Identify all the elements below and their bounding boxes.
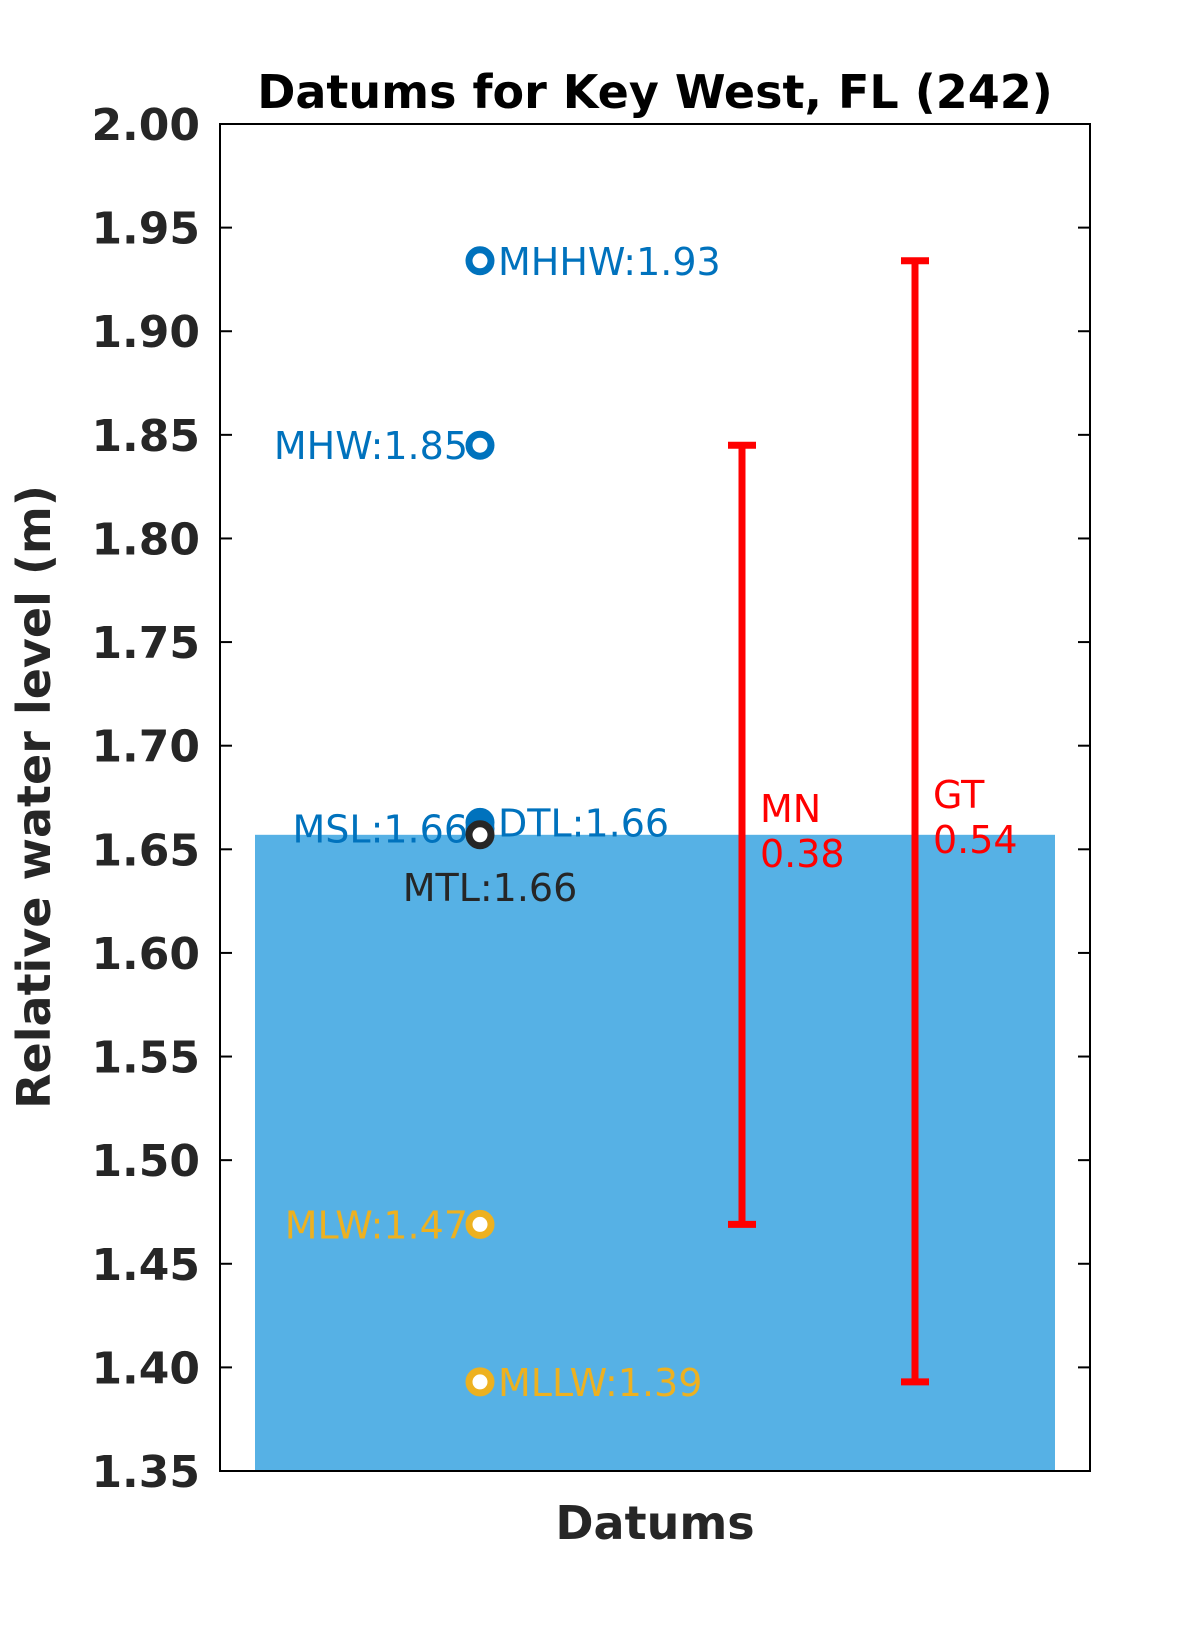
y-tick-label: 1.60	[91, 929, 200, 980]
y-tick-label: 1.35	[91, 1447, 200, 1498]
y-tick-label: 1.65	[91, 825, 200, 876]
plot-area-frame	[219, 123, 1091, 1472]
datum-label: MLLW:1.39	[498, 1361, 702, 1405]
range-label-name: GT	[933, 773, 985, 817]
datum-marker	[465, 246, 495, 276]
range-label-name: MN	[760, 787, 821, 831]
range-bar-gt: GT0.54	[901, 257, 1018, 1386]
range-label-value: 0.38	[760, 832, 845, 876]
datum-label: MHHW:1.93	[498, 240, 721, 284]
y-tick-label: 1.75	[91, 618, 200, 669]
range-bar-mn: MN0.38	[728, 441, 845, 1228]
datum-marker	[465, 1209, 495, 1239]
datum-label: MSL:1.66	[293, 808, 469, 852]
y-tick-label: 1.45	[91, 1240, 200, 1291]
range-label-value: 0.54	[933, 818, 1018, 862]
y-tick-label: 1.80	[91, 514, 200, 565]
datum-mllw: MLLW:1.39	[465, 1361, 702, 1405]
datum-label: MLW:1.47	[285, 1203, 468, 1247]
y-axis-label: Relative water level (m)	[7, 485, 61, 1109]
x-axis-label: Datums	[555, 1496, 754, 1550]
y-tick-label: 1.40	[91, 1343, 200, 1394]
y-tick-label: 1.95	[91, 204, 200, 255]
datum-msl: MSL:1.66	[293, 808, 495, 852]
chart-title: Datums for Key West, FL (242)	[257, 65, 1053, 119]
y-tick-label: 1.90	[91, 307, 200, 358]
y-tick-label: 1.50	[91, 1136, 200, 1187]
datum-label: DTL:1.66	[498, 801, 669, 845]
datum-mtl: MTL:1.66	[403, 820, 578, 910]
datum-label: MHW:1.85	[274, 424, 468, 468]
datum-marker	[465, 1367, 495, 1397]
datum-mhhw: MHHW:1.93	[465, 240, 721, 284]
datum-marker	[465, 820, 495, 850]
datum-label: MTL:1.66	[403, 866, 578, 910]
water-level-fill	[255, 834, 1055, 1471]
datum-marker	[465, 430, 495, 460]
y-tick-label: 1.55	[91, 1033, 200, 1084]
datum-mlw: MLW:1.47	[285, 1203, 495, 1247]
y-tick-label: 1.85	[91, 411, 200, 462]
datum-mhw: MHW:1.85	[274, 424, 495, 468]
y-tick-label: 1.70	[91, 722, 200, 773]
y-tick-label: 2.00	[91, 100, 200, 151]
datum-dtl: DTL:1.66	[465, 801, 669, 845]
